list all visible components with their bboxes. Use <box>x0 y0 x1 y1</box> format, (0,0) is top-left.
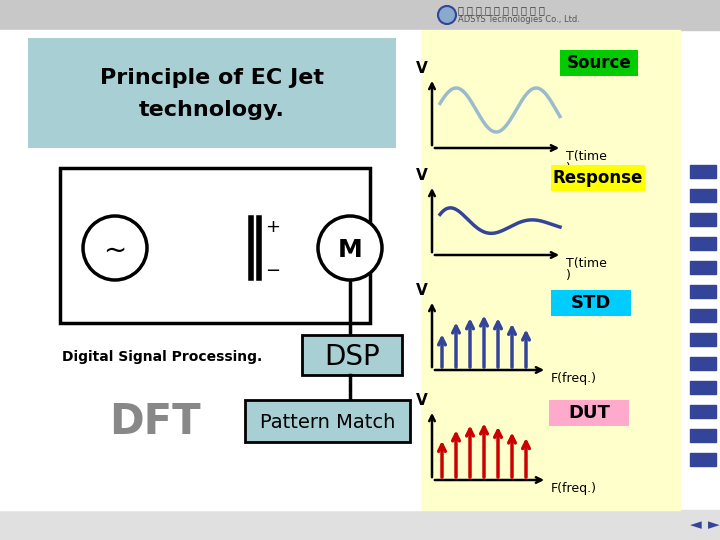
Bar <box>690 285 716 298</box>
Text: ): ) <box>566 269 571 282</box>
Bar <box>0 510 720 540</box>
Text: STD: STD <box>571 294 611 312</box>
Text: ): ) <box>566 162 571 175</box>
Text: F(freq.): F(freq.) <box>551 482 597 495</box>
Bar <box>551 165 645 191</box>
Bar <box>690 453 716 466</box>
Bar <box>60 168 370 323</box>
Bar <box>549 400 629 426</box>
Text: V: V <box>416 168 428 183</box>
Text: DFT: DFT <box>109 401 201 443</box>
Circle shape <box>83 216 147 280</box>
Circle shape <box>318 216 382 280</box>
Bar <box>0 0 720 30</box>
Text: M: M <box>338 238 362 262</box>
Text: ADSYS Technologies Co., Ltd.: ADSYS Technologies Co., Ltd. <box>458 16 580 24</box>
Bar <box>420 30 680 510</box>
Text: ~: ~ <box>104 237 127 265</box>
Bar <box>28 38 396 148</box>
Text: ►: ► <box>708 517 720 532</box>
Bar <box>690 261 716 274</box>
Bar <box>302 335 402 375</box>
Text: technology.: technology. <box>139 100 285 120</box>
Text: V: V <box>416 393 428 408</box>
Bar <box>0 30 420 510</box>
Bar <box>690 213 716 226</box>
Text: DUT: DUT <box>568 404 610 422</box>
Bar <box>690 381 716 394</box>
Bar <box>560 50 638 76</box>
Text: F(freq.): F(freq.) <box>551 372 597 385</box>
Bar <box>690 333 716 346</box>
Text: T(time: T(time <box>566 257 607 270</box>
Text: ◄: ◄ <box>690 517 702 532</box>
Text: Principle of EC Jet: Principle of EC Jet <box>100 68 324 88</box>
Text: Pattern Match: Pattern Match <box>260 414 395 433</box>
Bar <box>690 189 716 202</box>
Text: +: + <box>265 218 280 236</box>
Text: V: V <box>416 283 428 298</box>
Bar <box>551 290 631 316</box>
Bar <box>690 237 716 250</box>
Text: T(time: T(time <box>566 150 607 163</box>
Text: 系 新 科 技 股 份 有 限 公 司: 系 新 科 技 股 份 有 限 公 司 <box>458 5 545 15</box>
Text: −: − <box>265 262 280 280</box>
Text: V: V <box>416 61 428 76</box>
Bar <box>690 165 716 178</box>
Bar <box>690 429 716 442</box>
Text: Source: Source <box>567 54 631 72</box>
Bar <box>245 400 410 442</box>
Text: Response: Response <box>553 169 643 187</box>
Circle shape <box>438 6 456 24</box>
Text: DSP: DSP <box>324 343 380 371</box>
Bar <box>690 309 716 322</box>
Bar <box>690 405 716 418</box>
Text: Digital Signal Processing.: Digital Signal Processing. <box>62 350 262 364</box>
Bar <box>690 357 716 370</box>
